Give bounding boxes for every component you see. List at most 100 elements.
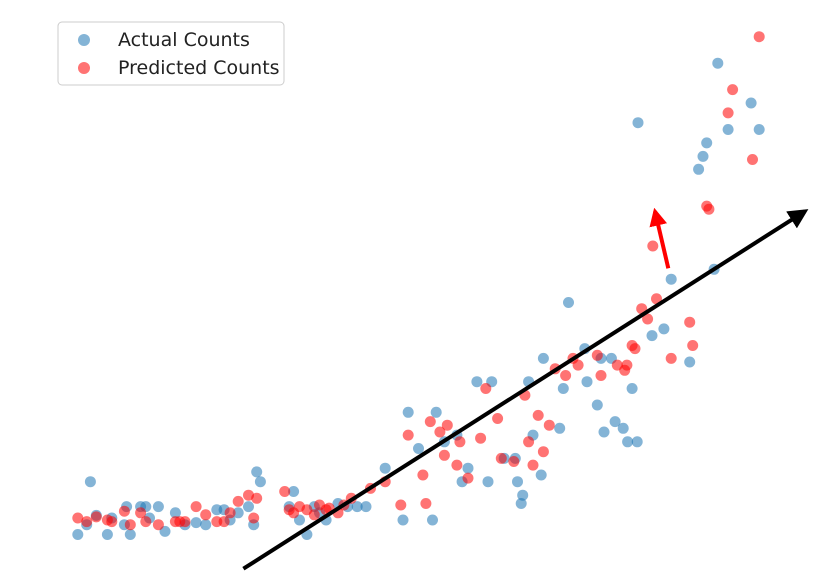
predicted-point	[81, 516, 93, 528]
predicted-point	[251, 492, 263, 504]
actual-point	[84, 476, 96, 488]
predicted-point	[200, 509, 212, 521]
actual-point	[397, 514, 409, 526]
predicted-point	[495, 452, 507, 464]
predicted-point	[118, 505, 130, 517]
actual-point	[169, 507, 181, 519]
predicted-point	[684, 316, 696, 328]
predicted-point	[451, 459, 463, 471]
actual-point	[200, 519, 212, 531]
actual-point	[554, 422, 566, 434]
predicted-point	[224, 507, 236, 519]
actual-point	[745, 97, 757, 109]
predicted-point	[687, 340, 699, 351]
actual-point	[598, 426, 610, 438]
predicted-point	[543, 419, 555, 431]
predicted-point	[441, 419, 453, 431]
predicted-point	[572, 359, 584, 371]
predicted-point	[402, 429, 414, 441]
actual-point	[535, 469, 547, 481]
predicted-point	[106, 516, 118, 528]
predicted-point	[532, 409, 544, 421]
predicted-point	[629, 343, 641, 355]
actual-point	[427, 514, 438, 526]
predicted-point	[218, 516, 230, 528]
actual-point	[430, 406, 442, 418]
predicted-point	[722, 107, 734, 119]
predicted-point	[90, 511, 102, 523]
annotations	[242, 207, 809, 571]
actual-point	[232, 507, 244, 519]
actual-point	[243, 501, 254, 513]
predicted-point	[308, 509, 320, 521]
predicted-point	[424, 416, 436, 428]
predicted-point	[140, 516, 152, 528]
actual-point	[351, 501, 363, 513]
actual-point	[722, 124, 734, 135]
actual-point	[622, 436, 634, 448]
predicted-point	[434, 426, 446, 438]
actual-point	[665, 273, 677, 285]
predicted-point	[591, 349, 603, 361]
actual-point	[254, 476, 266, 488]
predicted-point	[454, 436, 466, 448]
predicted-point	[232, 495, 244, 507]
legend-marker-predicted	[78, 62, 90, 74]
actual-point	[701, 137, 713, 149]
actual-point	[617, 422, 629, 434]
actual-point	[753, 124, 765, 135]
predicted-point	[508, 456, 520, 467]
actual-point	[512, 476, 523, 488]
actual-point	[251, 466, 263, 478]
predicted-point	[417, 469, 429, 481]
legend: Actual Counts Predicted Counts	[57, 21, 285, 86]
predicted-point	[523, 436, 535, 448]
actual-point	[693, 163, 705, 175]
legend-label-predicted: Predicted Counts	[118, 57, 280, 79]
predicted-point	[248, 512, 260, 524]
actual-point	[632, 117, 644, 129]
predicted-point	[621, 359, 633, 371]
predicted-point	[438, 449, 450, 461]
actual-point	[517, 489, 529, 501]
predicted-point	[560, 370, 572, 381]
actual-point	[288, 486, 300, 497]
actual-point	[537, 352, 549, 364]
actual-point	[658, 323, 670, 335]
predicted-point	[72, 512, 84, 524]
legend-frame	[57, 21, 285, 86]
predicted-point	[179, 516, 191, 528]
predicted-point	[747, 154, 758, 165]
predicted-point	[480, 383, 492, 394]
actual-point	[557, 383, 569, 394]
actual-point	[402, 406, 414, 418]
actual-point	[379, 462, 391, 474]
legend-label-actual: Actual Counts	[118, 29, 250, 51]
actual-point	[72, 529, 84, 540]
predicted-point	[135, 507, 147, 519]
actual-point	[462, 462, 474, 474]
actual-point	[190, 517, 202, 529]
actual-point	[471, 376, 483, 388]
actual-point	[591, 399, 603, 411]
actual-point	[626, 383, 638, 394]
actual-point	[563, 297, 574, 308]
predicted-point	[492, 413, 504, 424]
predicted-point	[279, 486, 291, 497]
predicted-point	[727, 84, 739, 96]
data-points	[72, 31, 765, 540]
residual-arrow	[649, 207, 671, 269]
predicted-point	[420, 498, 432, 509]
actual-point	[581, 376, 593, 388]
actual-point	[515, 498, 527, 509]
predicted-point	[462, 472, 474, 484]
predicted-point	[651, 293, 662, 305]
actual-point	[697, 150, 709, 162]
predicted-point	[475, 432, 487, 444]
actual-point	[482, 476, 494, 488]
actual-point	[712, 57, 724, 69]
actual-point	[101, 529, 113, 540]
predicted-point	[395, 499, 407, 511]
predicted-point	[537, 446, 549, 458]
